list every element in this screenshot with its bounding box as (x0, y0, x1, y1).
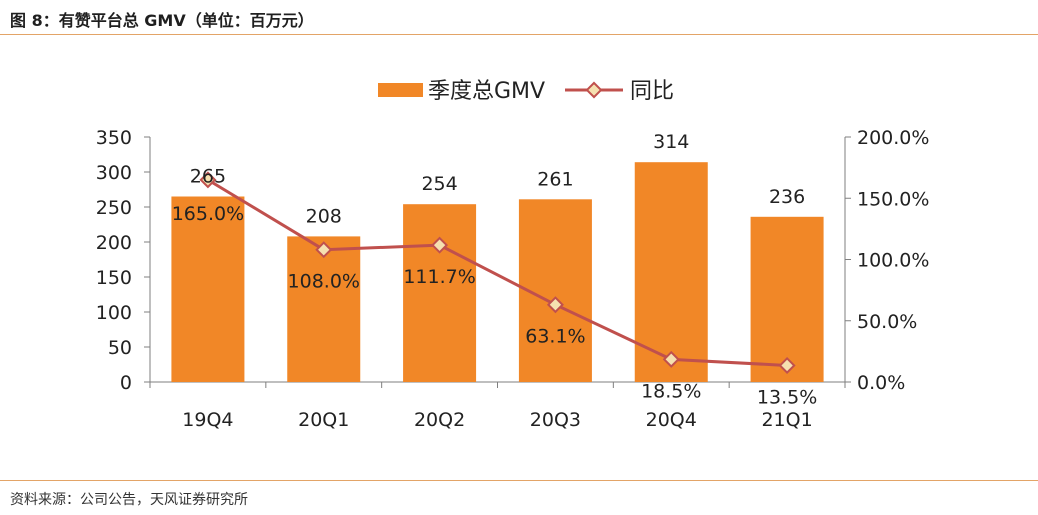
source-note: 资料来源：公司公告，天风证券研究所 (10, 492, 248, 508)
y-left-tick-label: 100 (96, 302, 132, 324)
gmv-bar (750, 216, 824, 382)
x-tick-label: 20Q4 (646, 409, 697, 431)
yoy-value-label: 18.5% (641, 380, 701, 402)
legend-line-label: 同比 (630, 79, 674, 104)
gmv-value-label: 254 (421, 173, 457, 195)
gmv-bar (403, 204, 477, 382)
y-left-tick-label: 0 (120, 372, 132, 394)
yoy-marker (315, 241, 333, 259)
x-tick-label: 19Q4 (182, 409, 233, 431)
y-left-tick-label: 300 (96, 162, 132, 184)
legend-bar-swatch (378, 83, 423, 97)
gmv-value-label: 314 (653, 131, 689, 153)
yoy-value-label: 111.7% (403, 266, 475, 288)
yoy-value-label: 108.0% (288, 271, 360, 293)
yoy-marker (431, 236, 449, 254)
y-left-tick-label: 150 (96, 267, 132, 289)
top-rule (0, 34, 1038, 35)
x-tick-label: 20Q3 (530, 409, 581, 431)
bars (171, 162, 824, 382)
x-tick-label: 20Q1 (298, 409, 349, 431)
yoy-marker (546, 296, 564, 314)
data-labels: 265 208 254 261 314 236 165.0% 108.0% 111.7% 63.1… (172, 131, 818, 408)
figure-title: 图 8：有赞平台总 GMV（单位：百万元） (10, 11, 314, 30)
legend-line-marker (585, 81, 603, 99)
yoy-marker (778, 356, 796, 374)
gmv-value-label: 236 (769, 186, 805, 208)
y-left-tick-label: 250 (96, 197, 132, 219)
yoy-value-label: 63.1% (525, 326, 585, 348)
gmv-bar (171, 196, 245, 382)
bottom-rule (0, 480, 1038, 481)
yoy-value-label: 165.0% (172, 203, 244, 225)
yoy-line-path (207, 178, 788, 367)
gmv-value-label: 208 (306, 205, 342, 227)
yoy-marker (662, 350, 680, 368)
gmv-bar (287, 236, 361, 382)
y-left-tick-label: 350 (96, 127, 132, 149)
yoy-line (199, 171, 796, 374)
legend-bar-label: 季度总GMV (428, 79, 545, 104)
axes: 0 50 100 150 200 250 300 350 0.0% 50.0% 100.0% 150.… (96, 127, 930, 431)
gmv-value-label: 261 (537, 168, 573, 190)
y-left-tick-label: 50 (108, 337, 132, 359)
legend: 季度总GMV 同比 (378, 79, 674, 104)
yoy-value-label: 13.5% (757, 386, 817, 408)
y-right-tick-label: 50.0% (857, 311, 917, 333)
y-left-tick-label: 200 (96, 232, 132, 254)
y-right-tick-label: 0.0% (857, 372, 905, 394)
y-right-tick-label: 200.0% (857, 127, 929, 149)
gmv-bar (634, 162, 708, 382)
y-right-tick-label: 150.0% (857, 188, 929, 210)
y-right-tick-label: 100.0% (857, 250, 929, 272)
x-tick-label: 21Q1 (761, 409, 812, 431)
gmv-value-label: 265 (190, 166, 226, 188)
x-tick-label: 20Q2 (414, 409, 465, 431)
gmv-chart: 季度总GMV 同比 0 50 100 150 200 250 300 350 0.0% 50.0%… (96, 79, 930, 431)
yoy-marker (199, 171, 217, 189)
